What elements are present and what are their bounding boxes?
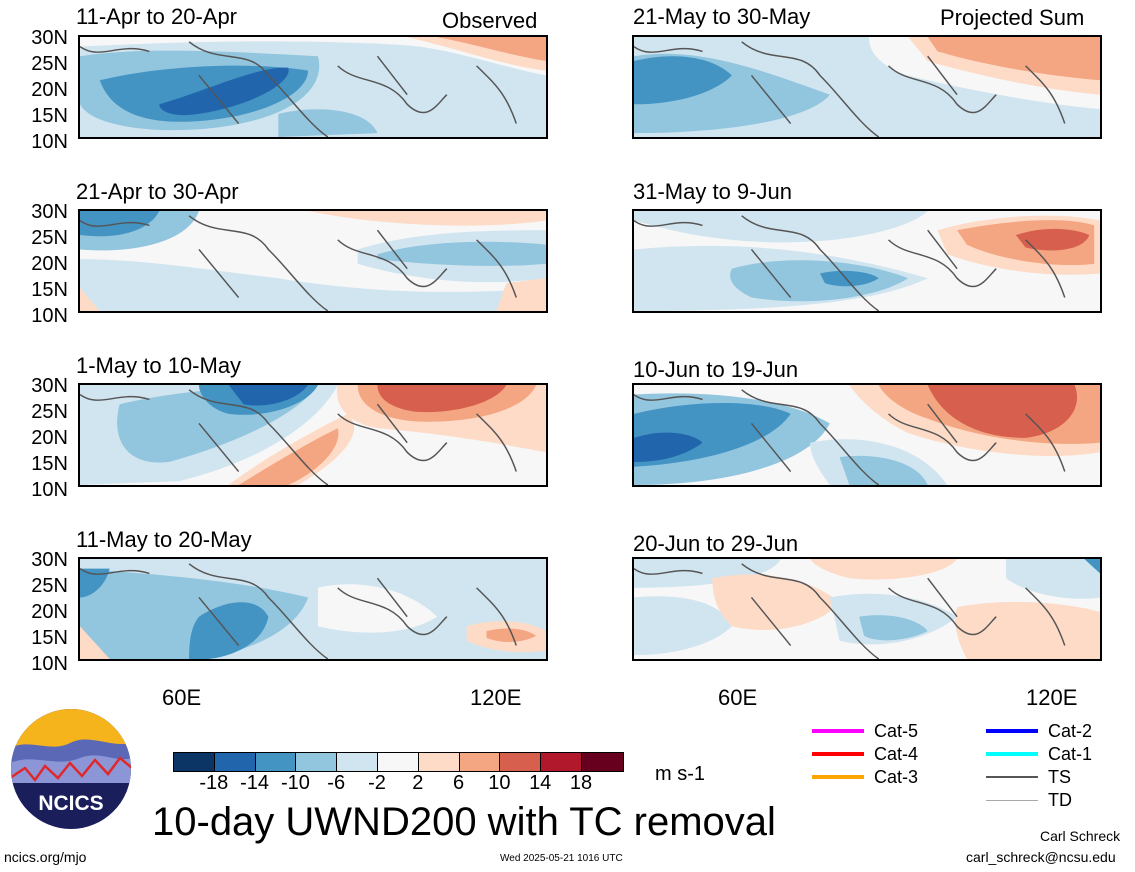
panel-title: 11-May to 20-May	[76, 527, 252, 552]
panel-title: 10-Jun to 19-Jun	[633, 357, 799, 382]
lat-tick: 20N	[31, 601, 68, 623]
colorbar-tick: 10	[488, 772, 511, 794]
legend-line	[812, 775, 864, 779]
colorbar-swatch	[459, 753, 501, 771]
main-title: 10-day UWND200 with TC removal	[152, 800, 776, 844]
colorbar-tick: -10	[280, 772, 310, 794]
legend-line	[986, 776, 1038, 778]
lat-tick: 30N	[31, 375, 68, 397]
colorbar-tick: -6	[327, 772, 346, 794]
lon-tick: 60E	[162, 685, 202, 710]
lat-tick: 25N	[31, 53, 68, 75]
colorbar-tick: -18	[199, 772, 229, 794]
panel-title: 11-Apr to 20-Apr	[76, 4, 238, 29]
observed-label: Observed	[442, 8, 538, 33]
lon-tick: 120E	[1026, 685, 1078, 710]
colorbar-tick: -2	[368, 772, 386, 794]
colorbar	[173, 752, 624, 772]
lat-tick: 30N	[31, 549, 68, 571]
legend-item: Cat-3	[812, 766, 918, 788]
legend-line	[812, 752, 864, 756]
lat-tick: 10N	[31, 305, 68, 327]
legend-item: Cat-5	[812, 720, 918, 742]
colorbar-tick: 14	[529, 772, 552, 794]
lat-tick: 10N	[31, 131, 68, 153]
map-panel	[78, 557, 548, 661]
map-panel	[78, 209, 548, 313]
units-label: m s-1	[655, 763, 705, 785]
lat-tick: 20N	[31, 79, 68, 101]
ncics-logo: NCICS	[10, 708, 132, 830]
lat-tick: 30N	[31, 27, 68, 49]
colorbar-swatch	[500, 753, 542, 771]
legend-item: Cat-4	[812, 743, 918, 765]
legend-label: Cat-4	[874, 744, 919, 764]
map-panel	[632, 383, 1102, 487]
footer-url: ncics.org/mjo	[4, 849, 87, 865]
colorbar-swatch	[296, 753, 338, 771]
lat-tick: 15N	[31, 453, 68, 475]
panel-title: 21-Apr to 30-Apr	[76, 179, 239, 204]
legend-item: Cat-2	[986, 720, 1092, 742]
legend-item: TD	[986, 789, 1072, 811]
legend-line	[812, 729, 864, 733]
map-panel	[632, 557, 1102, 661]
colorbar-swatch	[174, 753, 215, 771]
lat-tick: 25N	[31, 401, 68, 423]
legend-item: TS	[986, 766, 1071, 788]
lat-tick: 20N	[31, 253, 68, 275]
map-panel	[78, 383, 548, 487]
legend-label: Cat-5	[874, 721, 919, 741]
lat-tick: 15N	[31, 627, 68, 649]
colorbar-swatch	[581, 753, 623, 771]
legend-label: TS	[1048, 767, 1072, 787]
lat-tick: 25N	[31, 227, 68, 249]
lat-tick: 25N	[31, 575, 68, 597]
map-panel	[632, 35, 1102, 139]
projected-sum-label: Projected Sum	[940, 5, 1085, 30]
panel-title: 31-May to 9-Jun	[633, 179, 792, 204]
colorbar-swatch	[214, 753, 256, 771]
lat-tick: 10N	[31, 479, 68, 501]
panel-title: 20-Jun to 29-Jun	[633, 531, 799, 556]
panel-title: 1-May to 10-May	[76, 353, 242, 378]
colorbar-swatch	[541, 753, 582, 771]
legend-line	[986, 799, 1038, 801]
lat-tick: 20N	[31, 427, 68, 449]
map-panel	[78, 35, 548, 139]
colorbar-tick: 18	[569, 772, 593, 794]
lat-tick: 30N	[31, 201, 68, 223]
colorbar-tick: 2	[412, 772, 424, 794]
footer-email: carl_schreck@ncsu.edu	[966, 849, 1116, 865]
colorbar-swatch	[337, 753, 378, 771]
legend-item: Cat-1	[986, 743, 1092, 765]
colorbar-tick: -14	[240, 772, 270, 794]
legend-label: Cat-2	[1048, 721, 1093, 741]
legend-label: TD	[1048, 790, 1072, 810]
footer-timestamp: Wed 2025-05-21 1016 UTC	[500, 853, 623, 864]
logo-text: NCICS	[38, 792, 103, 815]
colorbar-tick: 6	[453, 772, 465, 794]
lat-tick: 10N	[31, 653, 68, 675]
colorbar-swatch	[418, 753, 460, 771]
colorbar-swatch	[377, 753, 419, 771]
panel-title: 21-May to 30-May	[633, 4, 811, 29]
lon-tick: 120E	[470, 685, 522, 710]
legend-label: Cat-1	[1048, 744, 1093, 764]
colorbar-swatch	[255, 753, 297, 771]
map-panel	[632, 209, 1102, 313]
lat-tick: 15N	[31, 105, 68, 127]
legend-line	[986, 752, 1038, 756]
legend-label: Cat-3	[874, 767, 919, 787]
lon-tick: 60E	[718, 685, 758, 710]
legend-line	[986, 729, 1038, 733]
lat-tick: 15N	[31, 279, 68, 301]
footer-author: Carl Schreck	[1040, 828, 1121, 844]
